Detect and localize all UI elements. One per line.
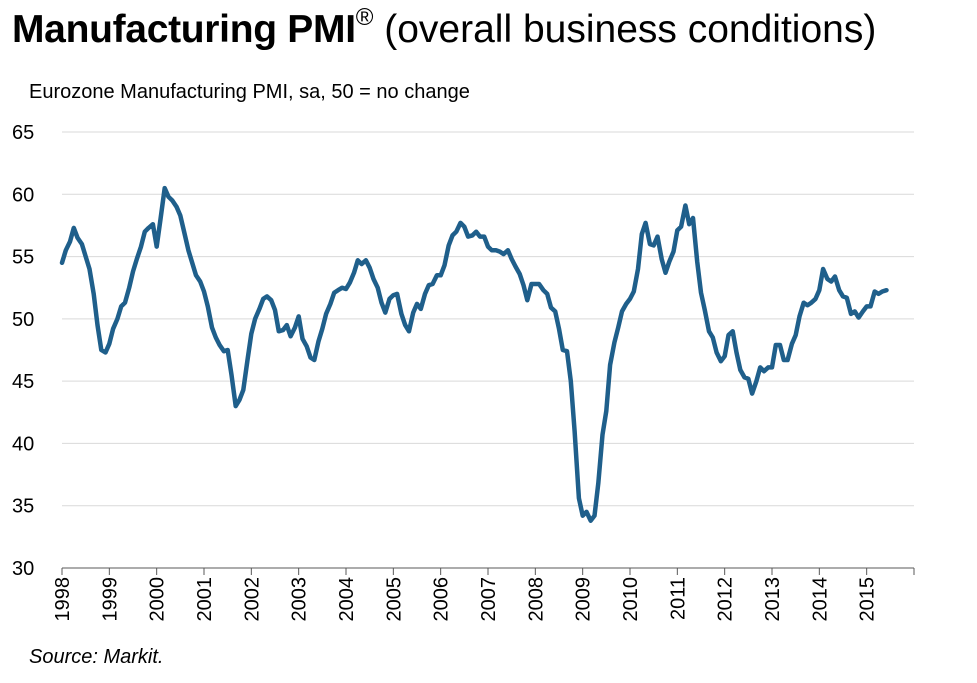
y-tick-label-35: 35 xyxy=(12,496,34,518)
y-tick-label-55: 55 xyxy=(12,247,34,269)
title-qualifier: (overall business conditions) xyxy=(373,8,877,51)
source-note: Source: Markit. xyxy=(29,646,164,668)
y-tick-label-40: 40 xyxy=(12,433,34,455)
y-tick-label-65: 65 xyxy=(12,122,34,144)
chart-subtitle: Eurozone Manufacturing PMI, sa, 50 = no … xyxy=(29,81,470,103)
y-tick-label-30: 30 xyxy=(12,558,34,580)
x-tick-label-2007: 2007 xyxy=(478,577,500,622)
x-tick-label-2011: 2011 xyxy=(667,577,689,620)
x-tick-label-2000: 2000 xyxy=(147,577,169,622)
chart-title: Manufacturing PMI® (overall business con… xyxy=(12,6,877,51)
x-tick-label-2005: 2005 xyxy=(383,577,405,622)
title-main: Manufacturing PMI xyxy=(12,8,356,51)
x-tick-label-1999: 1999 xyxy=(99,577,121,622)
x-tick-label-2015: 2015 xyxy=(857,577,879,622)
x-tick-label-1998: 1998 xyxy=(52,577,74,622)
x-tick-label-2009: 2009 xyxy=(573,577,595,622)
x-tick-label-2003: 2003 xyxy=(289,577,311,622)
y-tick-label-60: 60 xyxy=(12,184,34,206)
series-line-0 xyxy=(59,185,889,523)
x-tick-label-2008: 2008 xyxy=(525,577,547,622)
x-tick-label-2006: 2006 xyxy=(431,577,453,622)
x-tick-label-2001: 2001 xyxy=(194,577,216,622)
x-tick-label-2004: 2004 xyxy=(336,577,358,622)
y-tick-label-45: 45 xyxy=(12,371,34,393)
x-tick-label-2013: 2013 xyxy=(762,577,784,622)
x-tick-label-2014: 2014 xyxy=(809,577,831,622)
x-tick-label-2012: 2012 xyxy=(715,577,737,622)
x-tick-label-2002: 2002 xyxy=(241,577,263,622)
registered-mark: ® xyxy=(355,4,374,31)
x-tick-label-2010: 2010 xyxy=(620,577,642,622)
y-tick-label-50: 50 xyxy=(12,309,34,331)
